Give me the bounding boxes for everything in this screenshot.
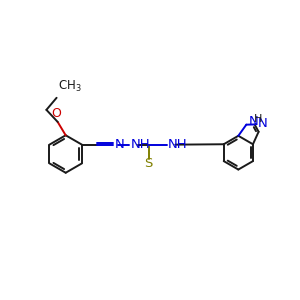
Text: S: S (144, 158, 153, 170)
Text: CH$_3$: CH$_3$ (58, 79, 82, 94)
Text: NH: NH (168, 138, 188, 151)
Text: H: H (254, 114, 263, 124)
Text: N: N (115, 138, 124, 151)
Text: N: N (257, 117, 267, 130)
Text: NH: NH (130, 138, 150, 151)
Text: N: N (249, 116, 259, 128)
Text: O: O (51, 107, 61, 120)
